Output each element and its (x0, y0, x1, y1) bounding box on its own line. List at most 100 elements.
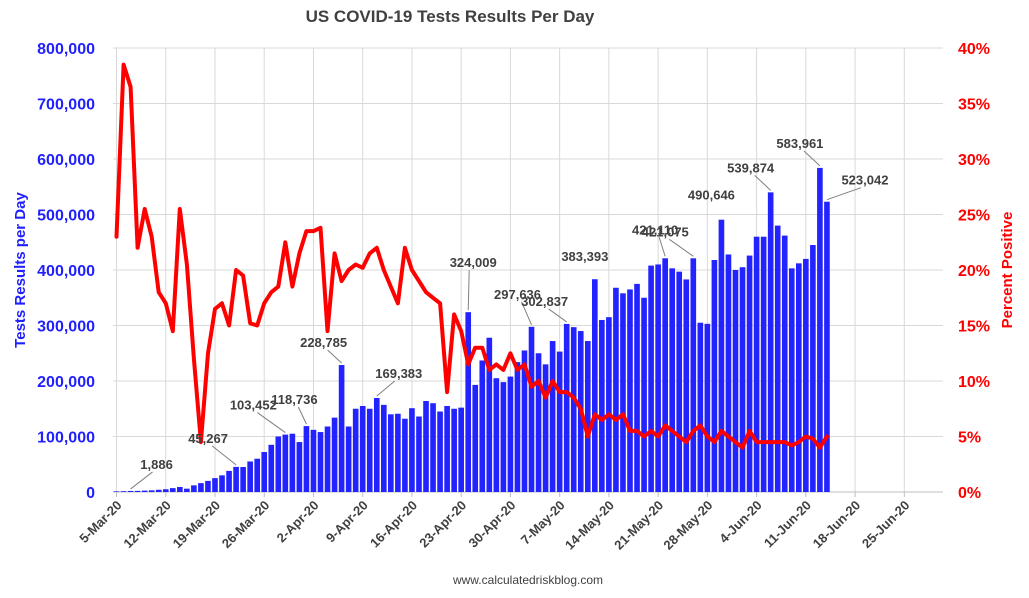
bar (803, 259, 809, 492)
bar (768, 192, 774, 492)
bar-annotation-label: 583,961 (776, 136, 823, 151)
y-tick-left-label: 400,000 (37, 263, 95, 280)
x-tick-label: 2-Apr-20 (274, 498, 322, 546)
bar (782, 236, 788, 492)
annotation-leader (257, 413, 285, 433)
x-tick-label: 4-Jun-20 (716, 498, 764, 546)
bar (114, 491, 120, 492)
bar (430, 403, 436, 492)
bar (451, 409, 457, 492)
x-tick-label: 21-May-20 (611, 498, 666, 553)
x-tick-label: 14-May-20 (562, 498, 617, 553)
bar (381, 405, 387, 492)
bar (606, 317, 612, 492)
bar (620, 293, 626, 492)
bar (149, 490, 155, 492)
x-tick-label: 11-Jun-20 (761, 498, 814, 551)
bar (121, 491, 127, 492)
bar (332, 418, 338, 492)
bar (261, 452, 267, 492)
x-axis-ticks: 5-Mar-2012-Mar-2019-Mar-2026-Mar-20 2-Apr… (76, 492, 912, 553)
bar (648, 266, 654, 492)
bar (571, 327, 577, 492)
y-tick-left-label: 0 (86, 485, 95, 502)
bar (142, 491, 148, 492)
x-tick-label: 18-Jun-20 (810, 498, 864, 552)
bar (233, 467, 239, 492)
bar (634, 284, 640, 492)
bar (676, 272, 682, 492)
bar (698, 323, 704, 492)
bar (318, 432, 324, 492)
x-tick-label: 19-Mar-20 (170, 498, 224, 552)
x-tick-label: 7-May-20 (518, 498, 568, 548)
bar (683, 279, 689, 492)
x-tick-label: 30-Apr-20 (466, 498, 519, 551)
annotation-leader (468, 270, 469, 310)
bar (789, 268, 795, 492)
annotation-leader (131, 472, 153, 489)
bar (409, 408, 415, 492)
bar-annotation-label: 228,785 (300, 335, 347, 350)
bar (226, 471, 232, 492)
bar (128, 491, 134, 492)
bar (268, 445, 274, 492)
footer-source: www.calculatedriskblog.com (452, 573, 603, 587)
bar (761, 237, 767, 492)
bar (557, 352, 563, 492)
bar (796, 263, 802, 492)
x-tick-label: 12-Mar-20 (120, 498, 174, 552)
bar (705, 324, 711, 492)
bar (662, 258, 668, 492)
bar (304, 426, 310, 492)
bar (191, 485, 197, 492)
bar (346, 427, 352, 492)
bar (585, 341, 591, 492)
bar (775, 226, 781, 492)
x-tick-label: 26-Mar-20 (219, 498, 273, 552)
bar (529, 327, 535, 492)
bar (740, 267, 746, 492)
bar (719, 220, 725, 492)
x-tick-label: 25-Jun-20 (859, 498, 913, 552)
bar (240, 467, 246, 492)
bar (747, 256, 753, 492)
bar (254, 459, 260, 492)
y-tick-left-label: 100,000 (37, 430, 95, 447)
bar (733, 270, 739, 492)
bar (655, 264, 661, 492)
bar (437, 412, 443, 492)
y-tick-left-label: 800,000 (37, 41, 95, 58)
bar (536, 353, 542, 492)
annotation-leader (212, 446, 236, 465)
bar-annotation-label: 421,075 (642, 224, 689, 239)
bar (599, 320, 605, 492)
bar (810, 245, 816, 492)
bar (472, 385, 478, 492)
bar (479, 360, 485, 492)
bar (550, 341, 556, 492)
annotation-leader (377, 381, 395, 396)
bar-annotation-label: 302,837 (521, 294, 568, 309)
bar (205, 481, 211, 492)
bar (219, 475, 225, 492)
bar (402, 419, 408, 492)
bar-annotation-label: 169,383 (375, 366, 422, 381)
y-tick-right-label: 0% (958, 485, 981, 502)
x-tick-label: 23-Apr-20 (416, 498, 469, 551)
y-tick-left-label: 300,000 (37, 319, 95, 336)
bar (156, 490, 162, 492)
annotation-leader (669, 239, 693, 256)
annotation-leader (549, 309, 567, 322)
bar (311, 430, 317, 492)
bar-annotation-label: 118,736 (271, 392, 317, 407)
bar-annotation-label: 490,646 (688, 188, 735, 203)
bar (353, 409, 359, 492)
bar (508, 377, 514, 492)
bar (170, 488, 176, 492)
y-tick-right-label: 20% (958, 263, 990, 280)
bar (275, 437, 281, 493)
chart-title: US COVID-19 Tests Results Per Day (306, 7, 595, 26)
bar (135, 491, 141, 492)
